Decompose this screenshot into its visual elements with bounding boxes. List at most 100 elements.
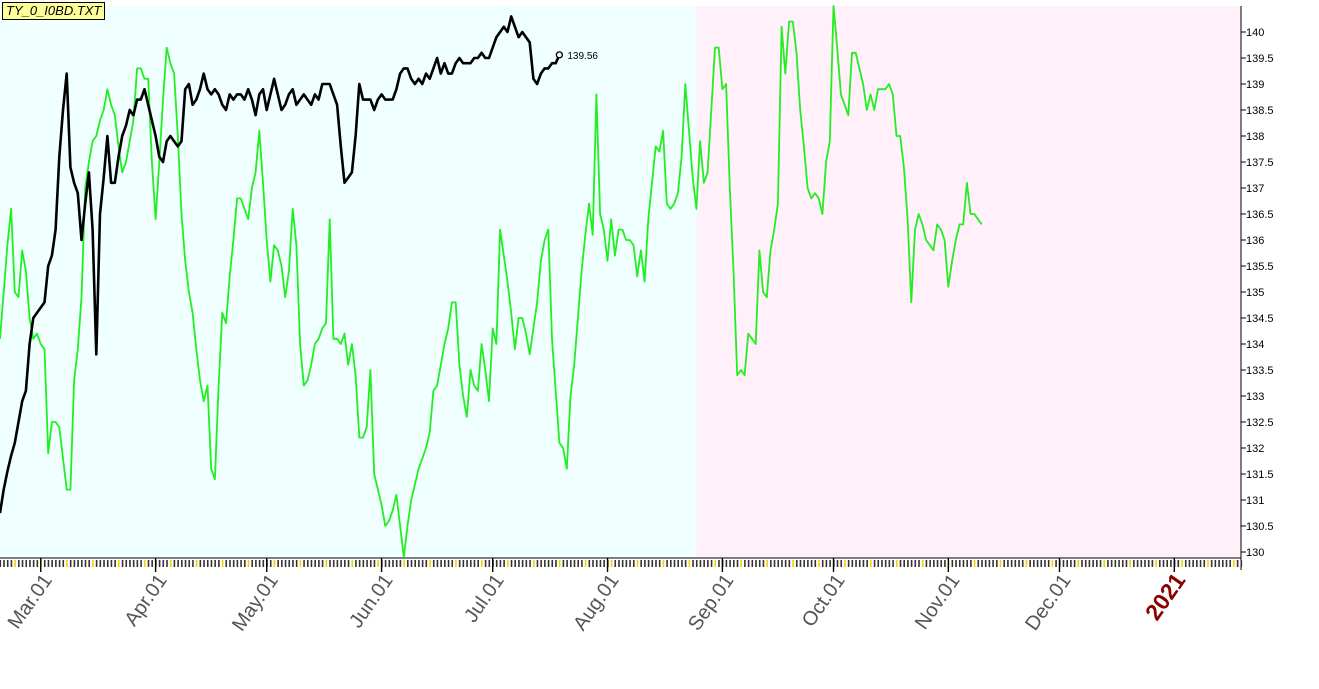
x-tick-label: Jun.01	[345, 570, 397, 632]
x-minor-tick	[647, 560, 650, 567]
x-minor-tick	[925, 560, 928, 567]
x-minor-tick	[914, 560, 917, 567]
x-minor-tick	[455, 560, 457, 567]
x-minor-tick	[147, 560, 150, 567]
x-minor-tick	[1029, 560, 1031, 567]
x-minor-tick	[847, 560, 850, 567]
x-minor-tick	[1181, 560, 1183, 567]
x-minor-tick	[151, 560, 153, 567]
x-minor-tick	[1147, 560, 1150, 567]
x-minor-tick	[1155, 560, 1157, 567]
x-minor-tick	[640, 560, 642, 567]
x-minor-tick	[399, 560, 402, 567]
x-minor-tick	[469, 560, 472, 567]
x-minor-tick	[114, 560, 116, 567]
x-minor-tick	[703, 560, 705, 567]
x-minor-tick	[432, 560, 435, 567]
x-minor-tick	[807, 560, 809, 567]
x-tick-label: Sep.01	[684, 570, 738, 635]
x-minor-tick	[143, 560, 146, 567]
x-minor-tick	[1014, 560, 1017, 567]
x-minor-tick	[829, 560, 831, 567]
y-tick-label: 135	[1246, 287, 1264, 299]
x-minor-tick	[184, 560, 187, 567]
x-minor-tick	[1044, 560, 1046, 567]
x-minor-tick	[899, 560, 902, 567]
x-minor-tick	[118, 560, 120, 567]
x-minor-tick	[1047, 560, 1050, 567]
x-minor-tick	[666, 560, 668, 567]
x-minor-tick	[169, 560, 172, 567]
x-minor-tick	[962, 560, 965, 567]
x-minor-tick	[844, 560, 846, 567]
x-minor-tick	[306, 560, 309, 567]
x-minor-tick	[395, 560, 398, 567]
x-minor-tick	[610, 560, 613, 567]
x-minor-tick	[406, 560, 409, 567]
x-minor-tick	[1033, 560, 1035, 567]
x-minor-tick	[562, 560, 565, 567]
x-minor-tick	[621, 560, 624, 567]
x-minor-tick	[507, 560, 509, 567]
y-tick-label: 133	[1246, 391, 1264, 403]
x-minor-tick	[1055, 560, 1057, 567]
y-tick-label: 134.5	[1246, 313, 1274, 325]
x-minor-tick	[1010, 560, 1013, 567]
x-minor-tick	[429, 560, 431, 567]
x-minor-tick	[1188, 560, 1191, 567]
x-minor-tick	[1210, 560, 1213, 567]
x-minor-tick	[1221, 560, 1224, 567]
x-minor-tick	[655, 560, 657, 567]
x-minor-tick	[384, 560, 387, 567]
x-minor-tick	[332, 560, 335, 567]
x-minor-tick	[1218, 560, 1220, 567]
x-minor-tick	[781, 560, 783, 567]
last-value-label: 139.56	[567, 51, 598, 62]
x-minor-tick	[225, 560, 228, 567]
x-minor-tick	[518, 560, 520, 567]
x-minor-tick	[206, 560, 209, 567]
x-minor-tick	[1114, 560, 1117, 567]
x-minor-tick	[1151, 560, 1154, 567]
x-minor-tick	[1233, 560, 1235, 567]
x-minor-tick	[566, 560, 568, 567]
x-minor-tick	[1088, 560, 1091, 567]
x-minor-tick	[177, 560, 179, 567]
x-minor-tick	[229, 560, 231, 567]
x-minor-tick	[788, 560, 791, 567]
x-minor-tick	[662, 560, 665, 567]
x-minor-tick	[1036, 560, 1039, 567]
x-minor-tick	[329, 560, 331, 567]
x-minor-tick	[551, 560, 554, 567]
x-minor-tick	[281, 560, 283, 567]
x-minor-tick	[1025, 560, 1028, 567]
x-minor-tick	[447, 560, 450, 567]
x-minor-tick	[351, 560, 354, 567]
x-minor-tick	[1236, 560, 1239, 567]
x-minor-tick	[525, 560, 528, 567]
x-minor-tick	[918, 560, 920, 567]
x-tick-label: Jul.01	[460, 570, 509, 626]
x-minor-tick	[573, 560, 576, 567]
y-tick-label: 137.5	[1246, 157, 1274, 169]
x-minor-tick	[710, 560, 713, 567]
y-tick-label: 137	[1246, 183, 1264, 195]
series-line-green	[0, 5, 983, 559]
x-minor-tick	[99, 560, 102, 567]
x-minor-tick	[1240, 560, 1243, 567]
x-minor-tick	[677, 560, 680, 567]
x-minor-tick	[825, 560, 828, 567]
x-minor-tick	[569, 560, 572, 567]
x-minor-tick	[62, 560, 65, 567]
x-minor-tick	[362, 560, 365, 567]
x-minor-tick	[173, 560, 176, 567]
x-minor-tick	[636, 560, 639, 567]
x-minor-tick	[532, 560, 535, 567]
x-minor-tick	[766, 560, 768, 567]
x-minor-tick	[555, 560, 557, 567]
x-minor-tick	[1040, 560, 1043, 567]
x-minor-tick	[488, 560, 491, 567]
x-minor-tick	[436, 560, 439, 567]
x-minor-tick	[21, 560, 24, 567]
x-minor-tick	[1084, 560, 1087, 567]
